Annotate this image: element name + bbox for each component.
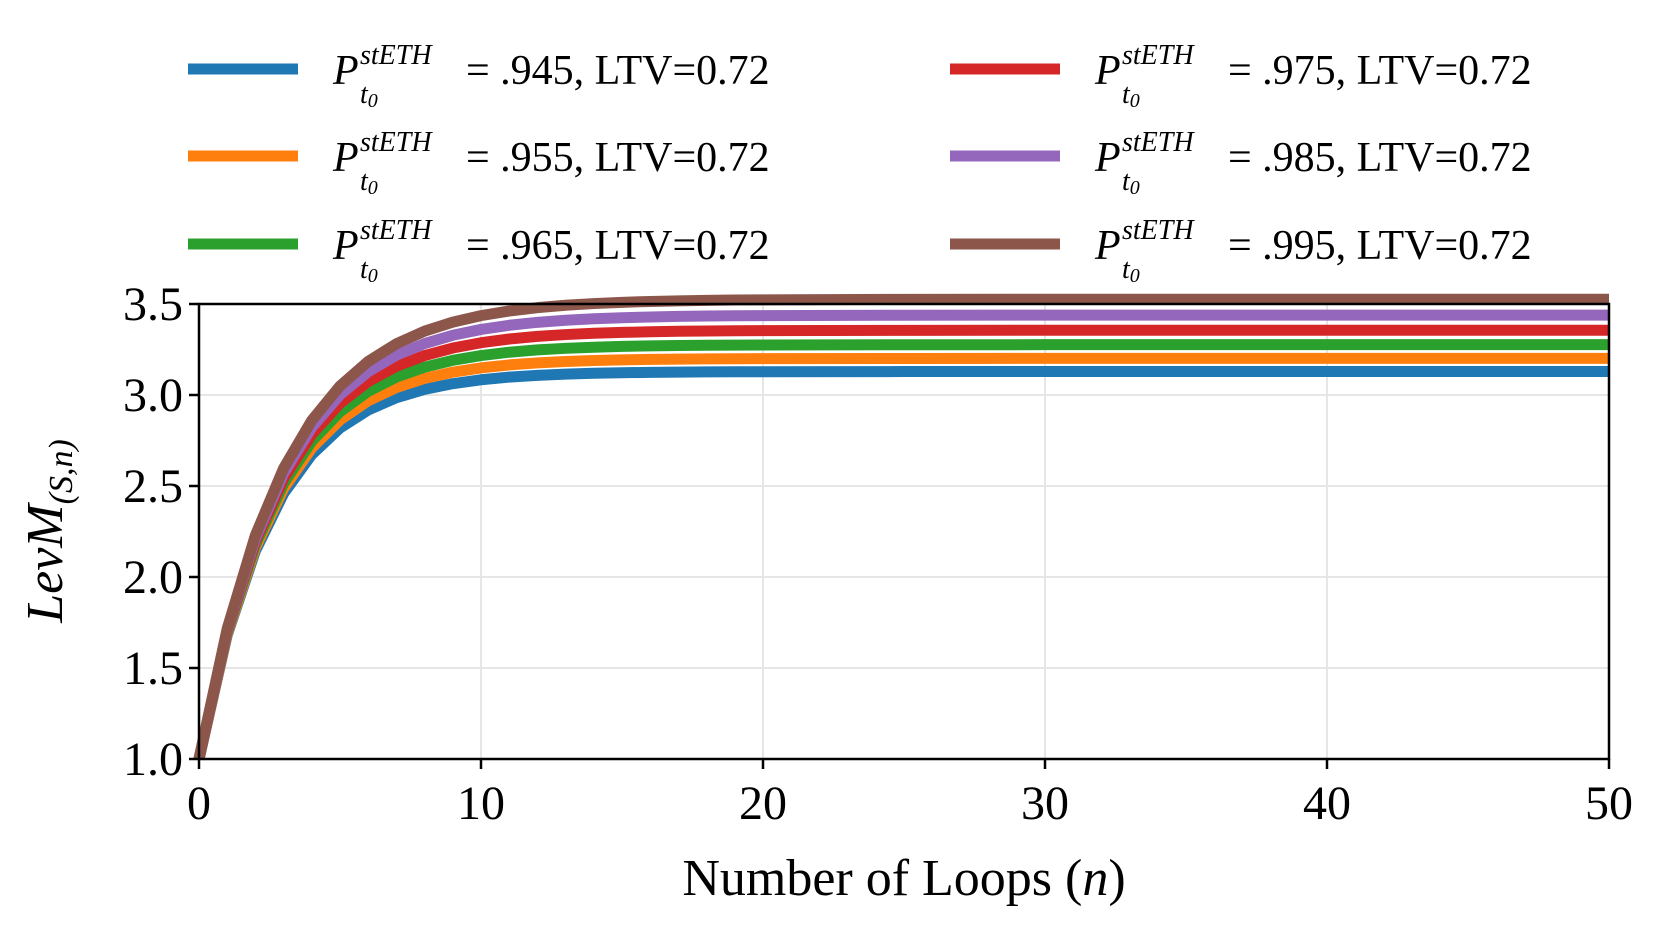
x-tick-label: 30 (1021, 777, 1069, 830)
legend-label: = .965, LTV=0.72 (466, 223, 770, 269)
svg-text:LevM(S,n): LevM(S,n) (17, 439, 80, 624)
legend-symbol: P (1094, 48, 1121, 94)
legend-subscript: t0 (360, 79, 378, 112)
legend-symbol: P (332, 135, 359, 181)
legend-label: = .975, LTV=0.72 (1228, 48, 1532, 94)
y-axis: 1.0 1.5 2.0 2.5 3.0 3.5 (123, 278, 199, 786)
legend-item: P stETH t0 = .985, LTV=0.72 (950, 127, 1532, 199)
legend-superscript: stETH (360, 40, 433, 71)
series-line (193, 339, 1609, 761)
legend-superscript: stETH (1122, 127, 1195, 158)
legend-item: P stETH t0 = .965, LTV=0.72 (188, 215, 770, 287)
legend: P stETH t0 = .945, LTV=0.72 P stETH t0 =… (188, 40, 1532, 287)
y-axis-label: LevM(S,n) (17, 439, 80, 624)
grid (199, 304, 1609, 759)
legend-item: P stETH t0 = .995, LTV=0.72 (950, 215, 1532, 287)
series-line (193, 352, 1609, 761)
legend-subscript: t0 (360, 166, 378, 199)
legend-label: = .985, LTV=0.72 (1228, 135, 1532, 181)
legend-subscript: t0 (1122, 166, 1140, 199)
x-tick-label: 20 (739, 777, 787, 830)
legend-item: P stETH t0 = .945, LTV=0.72 (188, 40, 770, 112)
legend-symbol: P (332, 48, 359, 94)
legend-subscript: t0 (1122, 79, 1140, 112)
y-tick-label: 2.5 (123, 460, 183, 513)
legend-label: = .945, LTV=0.72 (466, 48, 770, 94)
series-line (193, 293, 1609, 761)
y-axis-label-sub: (S,n) (43, 439, 80, 504)
y-tick-label: 1.5 (123, 642, 183, 695)
y-tick-label: 3.5 (123, 278, 183, 331)
legend-item: P stETH t0 = .975, LTV=0.72 (950, 40, 1532, 112)
legend-item: P stETH t0 = .955, LTV=0.72 (188, 127, 770, 199)
x-axis-label: Number of Loops (n) (682, 850, 1125, 907)
x-tick-label: 10 (457, 777, 505, 830)
legend-label: = .955, LTV=0.72 (466, 135, 770, 181)
plot-frame (197, 302, 1611, 761)
series-line (193, 366, 1609, 761)
y-tick-label: 1.0 (123, 733, 183, 786)
y-axis-label-main: LevM (17, 502, 74, 624)
legend-superscript: stETH (1122, 215, 1195, 246)
legend-symbol: P (1094, 135, 1121, 181)
legend-subscript: t0 (1122, 254, 1140, 287)
y-tick-label: 3.0 (123, 369, 183, 422)
legend-symbol: P (332, 223, 359, 269)
legend-subscript: t0 (360, 254, 378, 287)
y-tick-label: 2.0 (123, 551, 183, 604)
x-axis: 0 10 20 30 40 50 (187, 759, 1633, 830)
x-tick-label: 0 (187, 777, 211, 830)
legend-superscript: stETH (360, 215, 433, 246)
x-tick-label: 50 (1585, 777, 1633, 830)
legend-symbol: P (1094, 223, 1121, 269)
legend-superscript: stETH (1122, 40, 1195, 71)
legend-label: = .995, LTV=0.72 (1228, 223, 1532, 269)
x-tick-label: 40 (1303, 777, 1351, 830)
legend-superscript: stETH (360, 127, 433, 158)
series-lines (193, 293, 1609, 761)
